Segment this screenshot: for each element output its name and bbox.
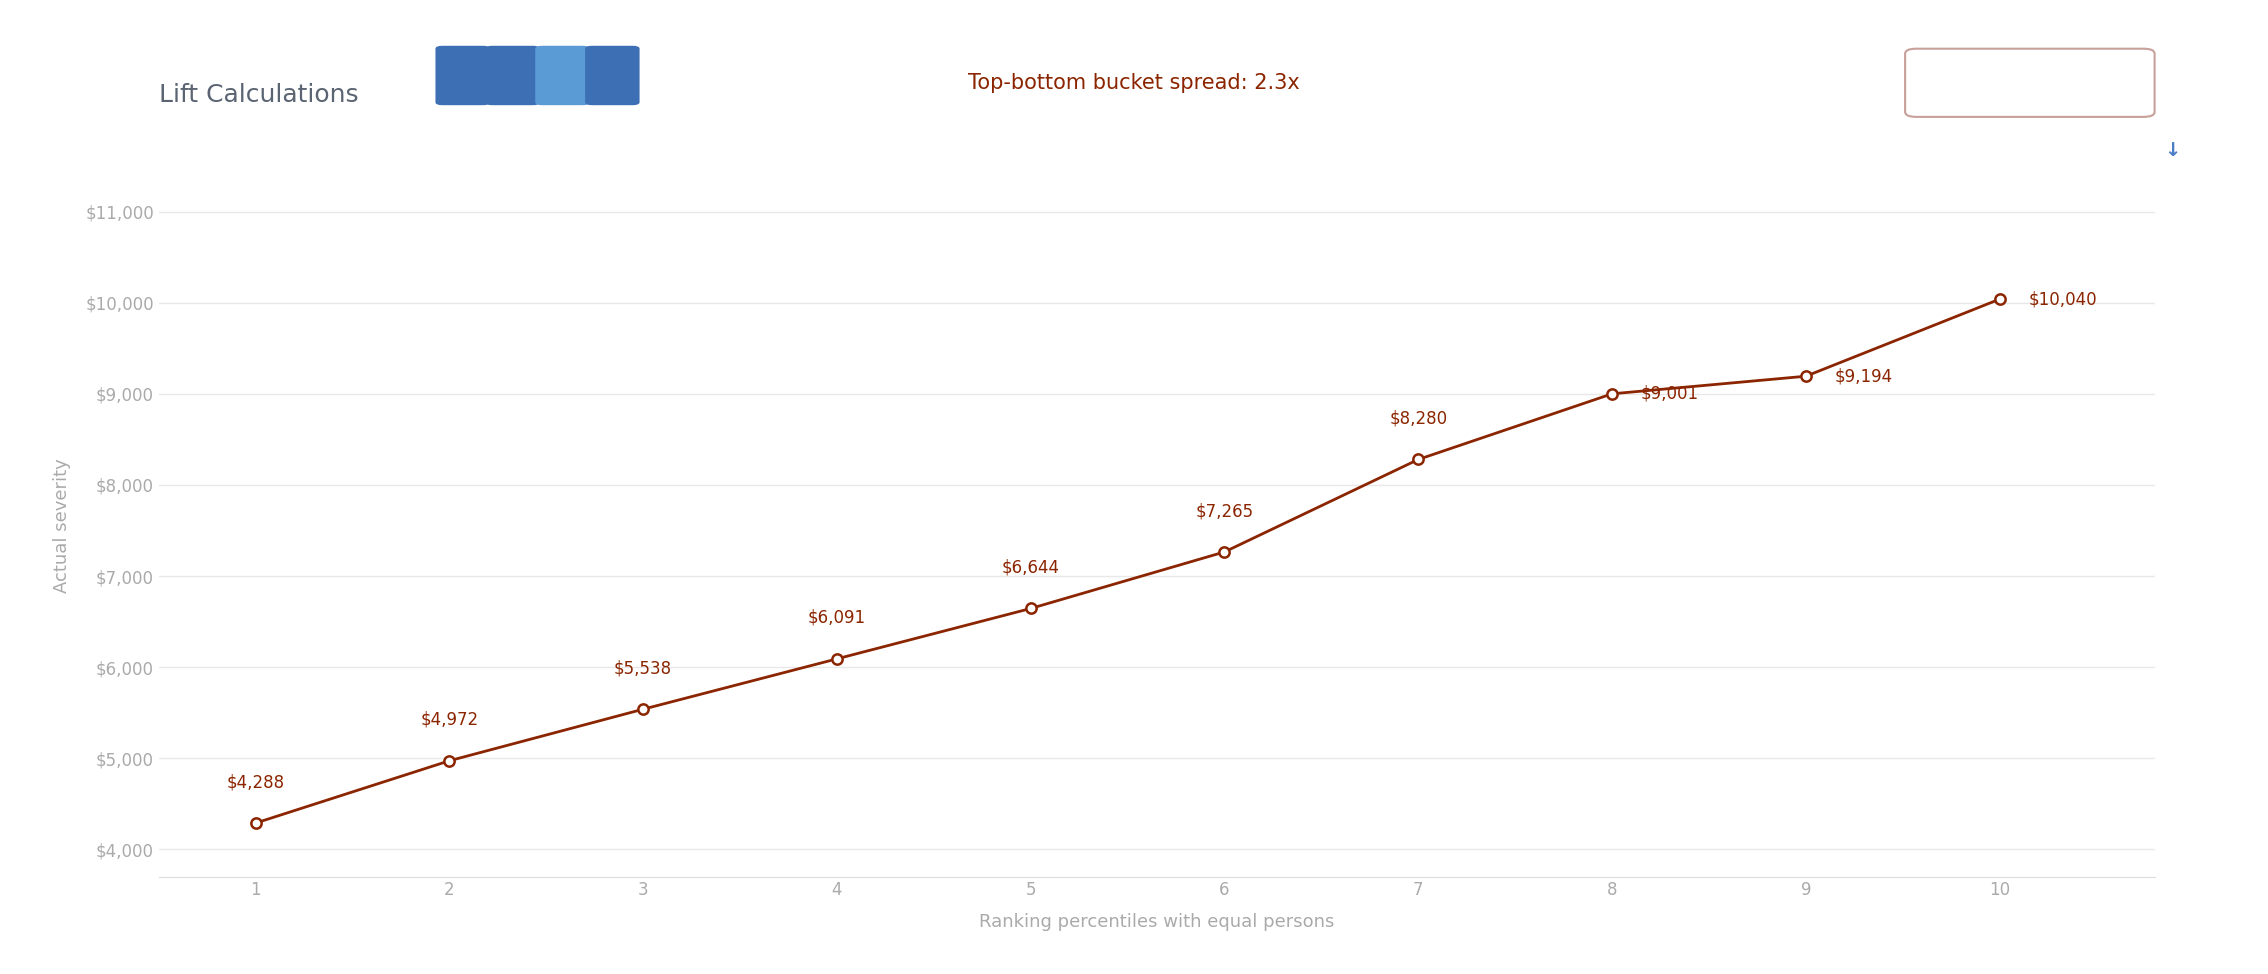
- Point: [238, 815, 274, 831]
- Point: [1399, 452, 1436, 468]
- Point: [1787, 368, 1823, 384]
- Point: [819, 651, 855, 666]
- Text: SEVERITY: SEVERITY: [2000, 75, 2082, 91]
- Point: [431, 753, 467, 768]
- Text: Lift Calculations: Lift Calculations: [159, 83, 358, 107]
- Text: $10,040: $10,040: [2028, 290, 2098, 308]
- Text: $4,972: $4,972: [420, 711, 479, 729]
- Text: $5,538: $5,538: [615, 659, 671, 677]
- Text: $4,288: $4,288: [227, 773, 286, 791]
- Text: 2: 2: [458, 68, 467, 83]
- Text: $7,265: $7,265: [1195, 502, 1254, 520]
- X-axis label: Ranking percentiles with equal persons: Ranking percentiles with equal persons: [980, 914, 1334, 931]
- Text: $8,280: $8,280: [1390, 410, 1447, 428]
- Point: [626, 701, 662, 717]
- Text: 5: 5: [508, 68, 517, 83]
- Point: [1982, 291, 2019, 307]
- Text: ↓: ↓: [2164, 141, 2182, 161]
- Text: $6,091: $6,091: [807, 609, 866, 627]
- Text: 20: 20: [603, 68, 621, 83]
- Y-axis label: Actual severity: Actual severity: [52, 459, 70, 593]
- Text: ⇅: ⇅: [1939, 74, 1953, 92]
- Text: $9,001: $9,001: [1642, 385, 1699, 403]
- Point: [1012, 601, 1048, 617]
- Text: $9,194: $9,194: [1835, 367, 1894, 386]
- Text: Top-bottom bucket spread: 2.3x: Top-bottom bucket spread: 2.3x: [968, 73, 1300, 93]
- Text: 10: 10: [553, 68, 572, 83]
- Point: [1207, 544, 1243, 560]
- Text: $6,644: $6,644: [1002, 559, 1059, 577]
- Point: [1594, 386, 1631, 401]
